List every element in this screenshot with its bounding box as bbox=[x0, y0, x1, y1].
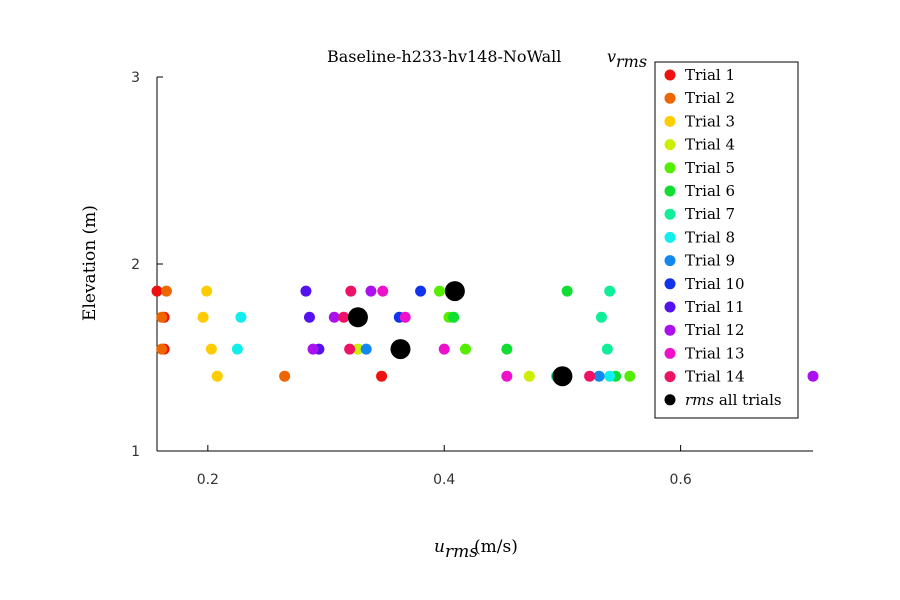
data-point bbox=[360, 343, 372, 355]
data-point bbox=[593, 370, 605, 382]
data-point bbox=[561, 285, 573, 297]
data-point bbox=[807, 370, 819, 382]
x-tick-label: 0.4 bbox=[433, 472, 455, 488]
data-point bbox=[552, 366, 573, 387]
legend-label: Trial 8 bbox=[685, 228, 735, 246]
data-point bbox=[156, 343, 168, 355]
data-point bbox=[365, 285, 377, 297]
chart-title: Baseline-h233-hv148-NoWall v rms bbox=[327, 47, 647, 71]
legend-marker bbox=[664, 394, 676, 406]
legend: Trial 1 Trial 2 Trial 3 Trial 4 Trial 5 Trial… bbox=[654, 61, 799, 419]
data-point bbox=[604, 370, 616, 382]
data-point bbox=[376, 370, 388, 382]
data-point bbox=[399, 311, 411, 323]
legend-label: Trial 11 bbox=[685, 298, 745, 316]
data-point bbox=[201, 285, 213, 297]
data-point bbox=[624, 370, 636, 382]
x-tick-label: 0.2 bbox=[197, 472, 219, 488]
legend-marker bbox=[664, 347, 676, 359]
legend-label: Trial 14 bbox=[685, 368, 745, 386]
y-tick-label: 3 bbox=[131, 70, 140, 86]
data-point bbox=[235, 311, 247, 323]
legend-label: Trial 7 bbox=[685, 205, 735, 223]
legend-label: Trial 3 bbox=[685, 112, 735, 130]
x-axis-label: u rms (m/s) bbox=[434, 537, 518, 562]
axes: 0.2 0.4 0.6 1 2 3 bbox=[131, 70, 813, 488]
data-point bbox=[307, 343, 319, 355]
legend-label: Trial 6 bbox=[685, 182, 735, 200]
legend-label: Trial 12 bbox=[685, 321, 745, 339]
data-point bbox=[390, 339, 411, 360]
title-text: Baseline-h233-hv148-NoWall bbox=[327, 47, 561, 66]
title-sub: rms bbox=[616, 52, 647, 71]
legend-marker bbox=[664, 208, 676, 220]
legend-marker bbox=[664, 371, 676, 383]
data-point bbox=[300, 285, 312, 297]
legend-marker bbox=[664, 231, 676, 243]
data-point bbox=[197, 311, 209, 323]
title-math: v bbox=[607, 47, 616, 66]
legend-label: Trial 10 bbox=[685, 275, 745, 293]
data-point bbox=[352, 343, 364, 355]
data-point bbox=[438, 343, 450, 355]
y-tick-label: 2 bbox=[131, 257, 140, 273]
legend-marker bbox=[664, 301, 676, 313]
legend-label: Trial 9 bbox=[685, 252, 735, 270]
legend-label: Trial 4 bbox=[685, 136, 735, 154]
data-point bbox=[328, 311, 340, 323]
legend-marker bbox=[664, 139, 676, 151]
data-point bbox=[344, 343, 356, 355]
data-point bbox=[156, 311, 168, 323]
data-point bbox=[415, 285, 427, 297]
data-point bbox=[459, 343, 471, 355]
legend-label: Trial 2 bbox=[685, 89, 735, 107]
legend-label: rms all trials bbox=[685, 391, 782, 409]
data-point bbox=[151, 285, 163, 297]
y-tick-label: 1 bbox=[131, 444, 140, 460]
data-point bbox=[377, 285, 389, 297]
legend-marker bbox=[664, 115, 676, 127]
data-point bbox=[595, 311, 607, 323]
data-point bbox=[604, 285, 616, 297]
xlabel-math: u bbox=[434, 537, 445, 557]
data-point bbox=[523, 370, 535, 382]
data-point bbox=[501, 370, 513, 382]
legend-marker bbox=[664, 255, 676, 267]
data-point bbox=[584, 370, 596, 382]
y-axis-label: Elevation (m) bbox=[80, 205, 100, 321]
data-point bbox=[601, 343, 613, 355]
data-point bbox=[231, 343, 243, 355]
xlabel-unit: (m/s) bbox=[474, 537, 518, 557]
data-point bbox=[211, 370, 223, 382]
legend-marker bbox=[664, 278, 676, 290]
x-tick-label: 0.6 bbox=[669, 472, 691, 488]
legend-marker bbox=[664, 185, 676, 197]
data-point bbox=[160, 285, 172, 297]
legend-marker bbox=[664, 92, 676, 104]
legend-box bbox=[654, 61, 799, 419]
legend-label: Trial 1 bbox=[685, 66, 735, 84]
legend-label: Trial 5 bbox=[685, 159, 735, 177]
data-points bbox=[151, 281, 819, 387]
data-point bbox=[205, 343, 217, 355]
data-point bbox=[279, 370, 291, 382]
data-point bbox=[345, 285, 357, 297]
legend-marker bbox=[664, 324, 676, 336]
legend-marker bbox=[664, 69, 676, 81]
data-point bbox=[448, 311, 460, 323]
legend-label: Trial 13 bbox=[685, 344, 745, 362]
data-point bbox=[303, 311, 315, 323]
data-point bbox=[347, 307, 368, 328]
data-point bbox=[501, 343, 513, 355]
data-point bbox=[338, 311, 350, 323]
data-point bbox=[433, 285, 445, 297]
data-point bbox=[444, 281, 465, 302]
xlabel-sub: rms bbox=[445, 542, 478, 562]
legend-marker bbox=[664, 162, 676, 174]
